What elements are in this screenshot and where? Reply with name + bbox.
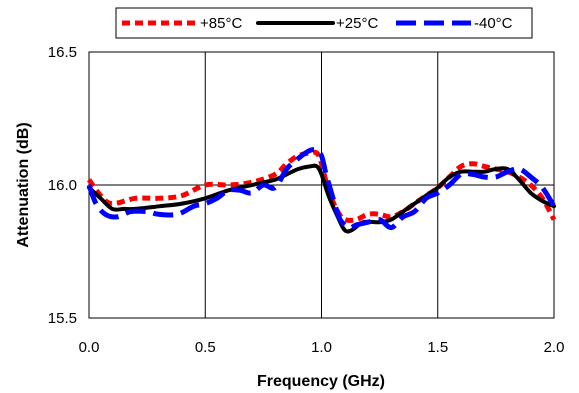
y-tick-label: 16.0 [48,177,77,194]
series-line-1 [86,149,557,223]
series-line-2 [87,163,556,234]
x-tick-label: 1.5 [427,339,448,356]
legend: +85°C +25°C -40°C [115,7,533,39]
x-tick-label: 1.0 [311,339,332,356]
x-tick-label: 0.5 [195,339,216,356]
y-axis-title: Attenuation (dB) [15,122,32,247]
y-tick-label: 15.5 [48,310,77,327]
legend-label-3: -40°C [474,15,513,32]
x-axis-title: Frequency (GHz) [257,373,385,390]
x-tick-label: 2.0 [544,339,565,356]
x-tick-label: 0.0 [79,339,100,356]
legend-label-1: +85°C [200,15,242,32]
y-tick-label: 16.5 [48,44,77,61]
tick-labels: 0.0 0.5 1.0 1.5 2.0 15.5 16.0 16.5 [48,44,565,356]
legend-label-2: +25°C [336,15,378,32]
series-layer [86,147,557,234]
series-line-3 [86,147,557,231]
